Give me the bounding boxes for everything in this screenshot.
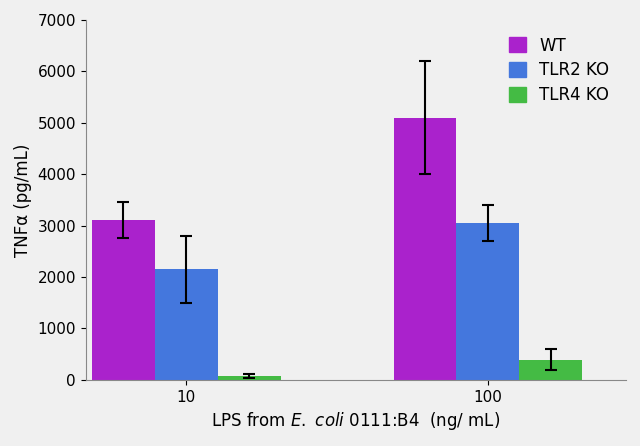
Bar bbox=[218, 376, 280, 380]
Bar bbox=[92, 220, 155, 380]
Legend: WT, TLR2 KO, TLR4 KO: WT, TLR2 KO, TLR4 KO bbox=[501, 28, 618, 112]
Bar bbox=[519, 360, 582, 380]
Bar bbox=[155, 269, 218, 380]
X-axis label: LPS from $\it{E.\ coli}$ 0111:B4  (ng/ mL): LPS from $\it{E.\ coli}$ 0111:B4 (ng/ mL… bbox=[211, 410, 500, 432]
Bar bbox=[456, 223, 519, 380]
Bar bbox=[394, 118, 456, 380]
Y-axis label: TNFα (pg/mL): TNFα (pg/mL) bbox=[14, 143, 32, 256]
